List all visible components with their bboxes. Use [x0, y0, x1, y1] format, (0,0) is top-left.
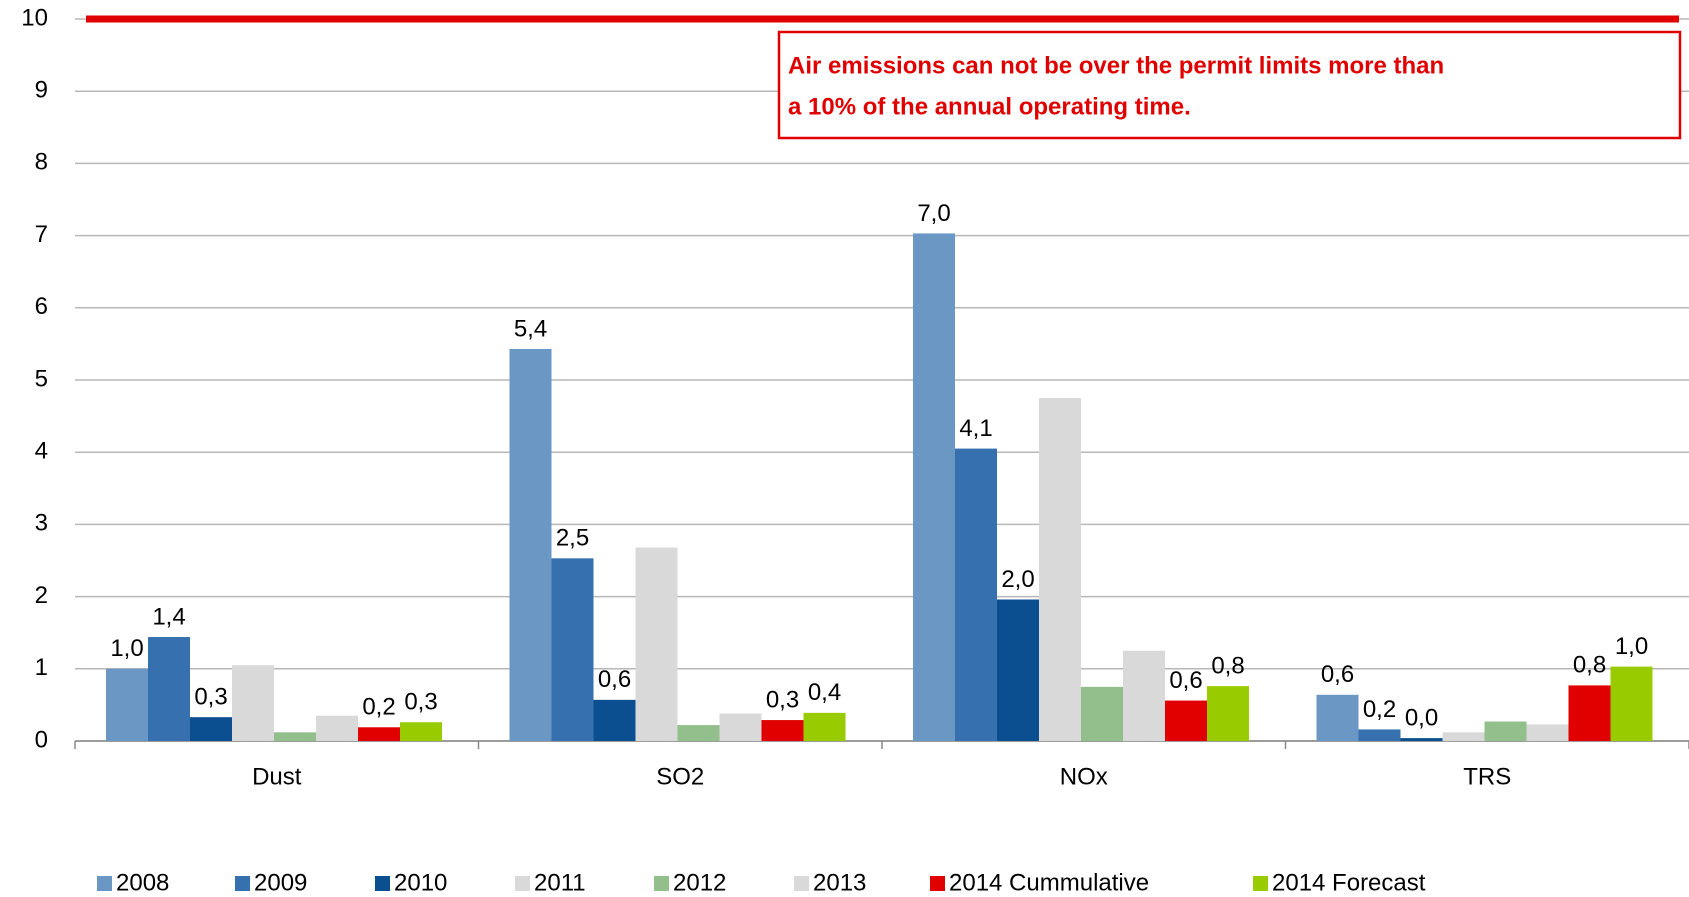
bar [593, 699, 636, 741]
annotation-box [777, 30, 1682, 140]
bar [1442, 732, 1485, 741]
bar [635, 547, 678, 741]
bar [274, 732, 316, 741]
legend-label: 2010 [394, 869, 447, 896]
data-label: 5,4 [514, 315, 547, 342]
x-tick-label: TRS [1463, 763, 1511, 790]
bar [1400, 738, 1443, 741]
data-label: 0,6 [1321, 661, 1354, 688]
y-tick-label: 7 [35, 221, 48, 248]
y-tick-label: 6 [35, 293, 48, 320]
data-label: 0,0 [1405, 704, 1438, 731]
y-tick-label: 10 [21, 4, 48, 31]
y-tick-label: 8 [35, 149, 48, 176]
data-label: 2,5 [556, 525, 589, 552]
legend-swatch [235, 876, 250, 891]
bar [677, 725, 720, 741]
y-tick-label: 4 [35, 438, 48, 465]
bar [1081, 686, 1123, 741]
bar [1358, 729, 1401, 741]
data-label: 0,3 [404, 689, 437, 716]
data-label: 1,0 [1615, 633, 1648, 660]
data-label: 0,3 [194, 684, 227, 711]
data-label: 7,0 [917, 200, 950, 227]
legend-swatch [794, 876, 809, 891]
annotation-text: a 10% of the annual operating time. [788, 93, 1191, 120]
bar [551, 558, 594, 741]
bar [1526, 724, 1569, 741]
bar [316, 715, 358, 741]
annotation-text: Air emissions can not be over the permit… [788, 52, 1444, 79]
bar [1610, 666, 1653, 741]
legend-swatch [97, 876, 112, 891]
data-label: 1,0 [110, 635, 143, 662]
x-tick-label: SO2 [656, 763, 704, 790]
bar [358, 727, 400, 741]
bar [803, 712, 846, 741]
bar [719, 713, 762, 741]
bar [997, 599, 1039, 741]
data-label: 0,6 [598, 666, 631, 693]
data-label: 0,8 [1573, 652, 1606, 679]
bar [190, 717, 232, 741]
data-label: 0,8 [1211, 652, 1244, 679]
legend-label: 2014 Forecast [1272, 869, 1426, 896]
bar [1207, 686, 1249, 741]
data-label: 0,3 [766, 686, 799, 713]
legend-label: 2009 [254, 869, 307, 896]
legend-swatch [654, 876, 669, 891]
y-tick-label: 1 [35, 654, 48, 681]
bar [1316, 694, 1359, 741]
bar [955, 448, 997, 741]
bar [1484, 721, 1527, 741]
data-label: 0,6 [1169, 667, 1202, 694]
legend-label: 2014 Cummulative [949, 869, 1149, 896]
data-label: 0,2 [362, 694, 395, 721]
legend-label: 2013 [813, 869, 866, 896]
legend-label: 2012 [673, 869, 726, 896]
bar [1123, 650, 1165, 741]
bar [106, 668, 148, 741]
data-label: 4,1 [959, 415, 992, 442]
bar [913, 233, 955, 741]
y-tick-label: 5 [35, 365, 48, 392]
y-tick-label: 0 [35, 726, 48, 753]
bar [148, 637, 190, 741]
data-label: 0,2 [1363, 696, 1396, 723]
x-tick-label: NOx [1060, 763, 1108, 790]
legend-label: 2008 [116, 869, 169, 896]
y-tick-label: 3 [35, 510, 48, 537]
x-tick-label: Dust [252, 763, 302, 790]
bar [1568, 685, 1611, 741]
legend-swatch [930, 876, 945, 891]
legend-swatch [515, 876, 530, 891]
bar [1039, 398, 1081, 741]
bar [232, 665, 274, 741]
bar [509, 348, 552, 741]
legend-label: 2011 [534, 869, 586, 896]
data-label: 1,4 [152, 603, 185, 630]
bar [1165, 700, 1207, 741]
legend-swatch [375, 876, 390, 891]
y-tick-label: 2 [35, 582, 48, 609]
data-label: 0,4 [808, 679, 841, 706]
y-tick-label: 9 [35, 77, 48, 104]
data-label: 2,0 [1001, 566, 1034, 593]
legend-swatch [1253, 876, 1268, 891]
bar [400, 722, 442, 741]
bar [761, 720, 804, 741]
